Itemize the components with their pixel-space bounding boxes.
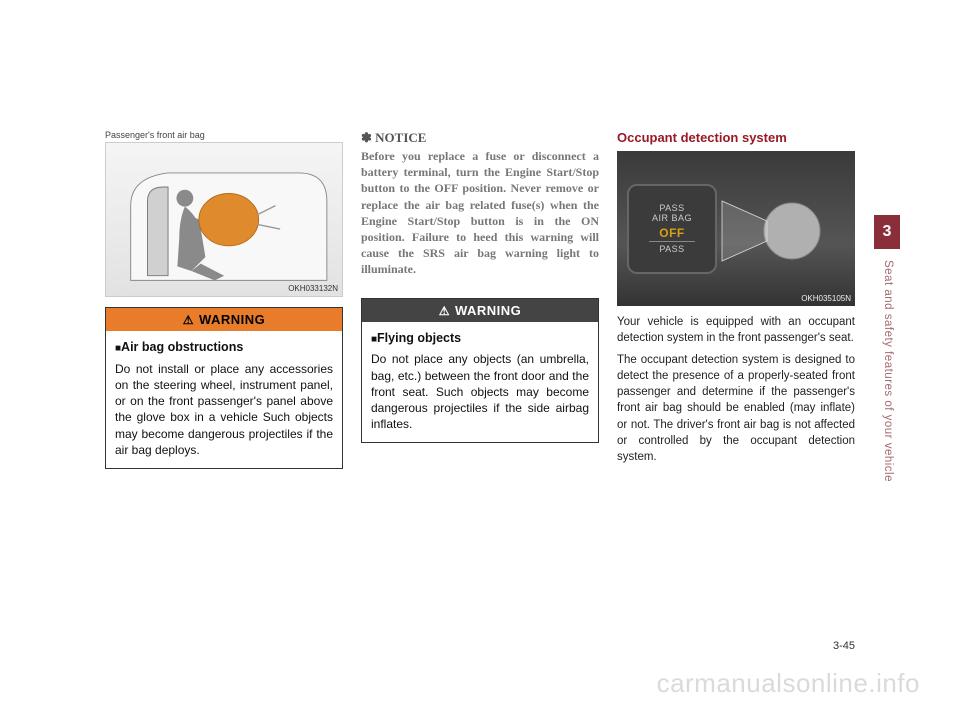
body-paragraph-1: Your vehicle is equipped with an occupan… — [617, 314, 855, 346]
body-paragraph-2: The occupant detection system is designe… — [617, 352, 855, 465]
column-1: Passenger's front air bag OKH033132N WAR… — [105, 130, 343, 630]
warning-text: Do not place any objects (an umbrella, b… — [371, 351, 589, 432]
column-3: Occupant detection system PASS AIR BAG O… — [617, 130, 855, 630]
notice-title: ✽ NOTICE — [361, 130, 599, 146]
figure-code: OKH033132N — [288, 284, 338, 293]
page-number: 3-45 — [833, 640, 855, 652]
page-content: Passenger's front air bag OKH033132N WAR… — [105, 130, 855, 630]
figure-code: OKH035105N — [801, 294, 851, 303]
column-2: ✽ NOTICE Before you replace a fuse or di… — [361, 130, 599, 630]
warning-text: Do not install or place any accessories … — [115, 361, 333, 458]
notice-body: Before you replace a fuse or disconnect … — [361, 148, 599, 278]
warning-header: WARNING — [106, 308, 342, 331]
airbag-illustration-svg — [112, 147, 336, 292]
watermark: carmanualsonline.info — [657, 668, 920, 699]
warning-box-obstructions: WARNING Air bag obstructions Do not inst… — [105, 307, 343, 469]
badge-off: OFF — [649, 225, 695, 242]
warning-header: WARNING — [362, 299, 598, 322]
warning-body: Flying objects Do not place any objects … — [362, 322, 598, 443]
warning-box-flying: WARNING Flying objects Do not place any … — [361, 298, 599, 444]
warning-subtitle: Air bag obstructions — [115, 339, 333, 356]
pass-airbag-badge: PASS AIR BAG OFF PASS — [627, 184, 717, 274]
warning-body: Air bag obstructions Do not install or p… — [106, 331, 342, 468]
airbag-figure: OKH033132N — [105, 142, 343, 297]
callout-zoom-svg — [712, 191, 852, 291]
badge-line1: PASS — [659, 203, 684, 213]
badge-line3: PASS — [659, 244, 684, 254]
badge-line2: AIR BAG — [652, 213, 692, 223]
figure-caption: Passenger's front air bag — [105, 130, 343, 140]
section-title: Occupant detection system — [617, 130, 855, 145]
dashboard-figure: PASS AIR BAG OFF PASS OKH035105N — [617, 151, 855, 306]
chapter-tab: 3 — [874, 215, 900, 249]
chapter-label: Seat and safety features of your vehicle — [882, 260, 894, 482]
warning-subtitle: Flying objects — [371, 330, 589, 347]
